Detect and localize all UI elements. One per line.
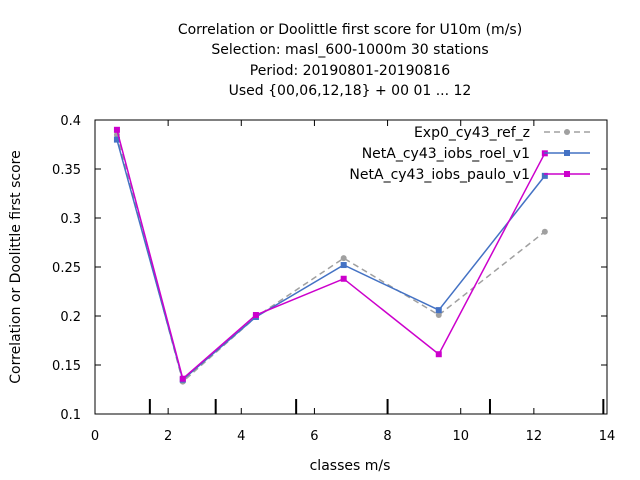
title-line-2: Selection: masl_600-1000m 30 stations [211, 42, 488, 58]
y-axis: 0.1 0.15 0.2 0.25 0.3 0.35 0.4 [52, 114, 607, 423]
series-layer [113, 126, 548, 385]
series-line [116, 129, 546, 381]
x-axis-label: classes m/s [310, 458, 391, 474]
legend-marker [564, 129, 570, 135]
class-boundary-marks [148, 399, 605, 414]
y-tick-label: 0.3 [60, 212, 81, 227]
y-tick-label: 0.2 [60, 310, 81, 325]
data-point [541, 172, 548, 179]
data-point [541, 228, 548, 235]
legend-label: NetA_cy43_iobs_roel_v1 [362, 146, 530, 162]
y-axis-label: Correlation or Doolittle first score [8, 150, 24, 383]
x-tick-label: 4 [237, 429, 245, 444]
title-line-3: Period: 20190801-20190816 [250, 63, 450, 79]
data-point [435, 351, 442, 358]
legend-marker [564, 171, 570, 177]
legend-marker [564, 150, 570, 156]
x-axis: 0 2 4 6 8 10 12 14 [91, 120, 615, 444]
data-point [179, 375, 186, 382]
y-tick-label: 0.25 [52, 261, 81, 276]
data-point [435, 312, 442, 319]
data-point [340, 275, 347, 282]
x-tick-label: 14 [599, 429, 616, 444]
data-point [113, 126, 120, 133]
x-tick-label: 10 [452, 429, 469, 444]
y-tick-label: 0.35 [52, 163, 81, 178]
x-tick-label: 6 [310, 429, 318, 444]
x-tick-label: 2 [164, 429, 172, 444]
y-tick-label: 0.15 [52, 359, 81, 374]
x-tick-label: 8 [383, 429, 391, 444]
x-tick-label: 0 [91, 429, 99, 444]
y-tick-label: 0.1 [60, 408, 81, 423]
chart-title: Correlation or Doolittle first score for… [178, 22, 522, 99]
legend-label: Exp0_cy43_ref_z [414, 125, 530, 141]
legend-label: NetA_cy43_iobs_paulo_v1 [349, 167, 530, 183]
data-point [113, 136, 120, 143]
y-tick-label: 0.4 [60, 114, 81, 129]
data-point [435, 307, 442, 314]
data-point [340, 262, 347, 269]
plot-frame [94, 119, 608, 415]
data-point [340, 255, 347, 262]
x-tick-label: 12 [526, 429, 543, 444]
data-point [252, 312, 259, 319]
title-line-1: Correlation or Doolittle first score for… [178, 22, 522, 38]
title-line-4: Used {00,06,12,18} + 00 01 ... 12 [229, 83, 472, 99]
legend: Exp0_cy43_ref_z NetA_cy43_iobs_roel_v1 Net… [349, 125, 590, 183]
